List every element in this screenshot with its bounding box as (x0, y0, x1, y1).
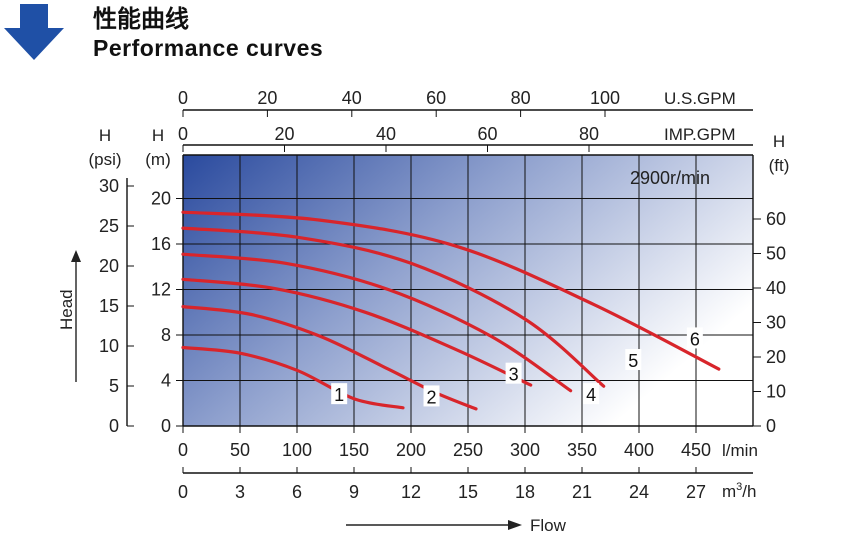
m3h-tick-label: 3 (235, 482, 245, 502)
lpm-tick-label: 0 (178, 440, 188, 460)
us-gpm-tick-label: 0 (178, 88, 188, 108)
head-psi-unit-bottom: (psi) (88, 150, 121, 169)
head-ft-tick-label: 60 (766, 209, 786, 229)
imp-gpm-tick-label: 20 (274, 124, 294, 144)
head-axis-label: Head (57, 289, 76, 330)
imp-gpm-tick-label: 0 (178, 124, 188, 144)
head-psi-tick-label: 0 (109, 416, 119, 436)
m3h-unit-label: m3/h (722, 481, 756, 501)
curve-labels: 1 2 3 4 5 6 (331, 327, 703, 407)
curve-label-1: 1 (334, 385, 344, 405)
head-psi-tick-label: 20 (99, 256, 119, 276)
curve-label-4: 4 (586, 385, 596, 405)
head-m-unit-bottom: (m) (145, 150, 170, 169)
curve-label-5: 5 (628, 351, 638, 371)
lpm-tick-label: 200 (396, 440, 426, 460)
flow-axis-label: Flow (530, 516, 567, 535)
us-gpm-tick-label: 40 (342, 88, 362, 108)
m3h-tick-label: 27 (686, 482, 706, 502)
head-arrow-head (71, 250, 81, 262)
curve-label-bg-1 (331, 383, 348, 405)
lpm-tick-label: 150 (339, 440, 369, 460)
curve-label-3: 3 (509, 365, 519, 385)
head-ft-unit-bottom: (ft) (769, 156, 790, 175)
curve-1 (181, 345, 405, 410)
us-gpm-unit-label: U.S.GPM (664, 89, 736, 108)
head-psi-tick-label: 5 (109, 376, 119, 396)
us-gpm-tick-label: 60 (426, 88, 446, 108)
head-ft-tick-label: 50 (766, 244, 786, 264)
head-ft-tick-label: 0 (766, 416, 776, 436)
lpm-tick-label: 450 (681, 440, 711, 460)
m3h-tick-label: 6 (292, 482, 302, 502)
lpm-tick-label: 350 (567, 440, 597, 460)
head-m-tick-label: 20 (151, 189, 171, 209)
curves (181, 210, 721, 411)
lpm-tick-label: 100 (282, 440, 312, 460)
curve-3 (181, 277, 533, 387)
head-ft-tick-label: 40 (766, 278, 786, 298)
us-gpm-tick-label: 20 (257, 88, 277, 108)
lpm-tick-label: 50 (230, 440, 250, 460)
down-arrow-icon (4, 4, 64, 60)
head-psi-tick-label: 10 (99, 336, 119, 356)
head-ft-tick-label: 20 (766, 347, 786, 367)
imp-gpm-unit-label: IMP.GPM (664, 125, 735, 144)
m3h-tick-label: 9 (349, 482, 359, 502)
head-ft-unit-top: H (773, 132, 785, 151)
curve-label-2: 2 (427, 387, 437, 407)
head-m-tick-label: 12 (151, 280, 171, 300)
flow-arrow-head (508, 520, 522, 530)
lpm-tick-label: 400 (624, 440, 654, 460)
curve-4 (181, 252, 573, 393)
m3h-tick-label: 12 (401, 482, 421, 502)
us-gpm-tick-label: 80 (511, 88, 531, 108)
head-psi-tick-label: 30 (99, 176, 119, 196)
m3h-tick-label: 15 (458, 482, 478, 502)
lpm-tick-label: 250 (453, 440, 483, 460)
curve-label-bg-6 (686, 327, 703, 349)
title-english: Performance curves (93, 35, 323, 61)
us-gpm-tick-label: 100 (590, 88, 620, 108)
speed-label: 2900r/min (630, 168, 710, 188)
m3h-tick-label: 24 (629, 482, 649, 502)
m3h-tick-label: 18 (515, 482, 535, 502)
head-psi-tick-label: 25 (99, 216, 119, 236)
lpm-unit-label: l/min (722, 441, 758, 460)
imp-gpm-tick-label: 40 (376, 124, 396, 144)
lpm-tick-label: 300 (510, 440, 540, 460)
m3h-tick-label: 0 (178, 482, 188, 502)
imp-gpm-tick-label: 60 (477, 124, 497, 144)
curve-label-bg-5 (625, 349, 642, 371)
curve-5 (181, 226, 606, 388)
head-psi-tick-label: 15 (99, 296, 119, 316)
head-m-tick-label: 4 (161, 371, 171, 391)
grid (183, 155, 753, 426)
curve-label-bg-3 (505, 362, 522, 384)
head-ft-tick-label: 30 (766, 313, 786, 333)
head-m-unit-top: H (152, 126, 164, 145)
imp-gpm-tick-label: 80 (579, 124, 599, 144)
curve-label-bg-4 (583, 383, 600, 405)
m3h-tick-label: 21 (572, 482, 592, 502)
head-m-tick-label: 16 (151, 234, 171, 254)
title-chinese: 性能曲线 (93, 5, 189, 33)
curve-label-bg-2 (423, 385, 440, 407)
head-m-tick-label: 8 (161, 325, 171, 345)
curve-label-6: 6 (690, 329, 700, 349)
curve-6 (181, 210, 721, 371)
head-m-tick-label: 0 (161, 416, 171, 436)
head-ft-tick-label: 10 (766, 382, 786, 402)
head-psi-unit-top: H (99, 126, 111, 145)
